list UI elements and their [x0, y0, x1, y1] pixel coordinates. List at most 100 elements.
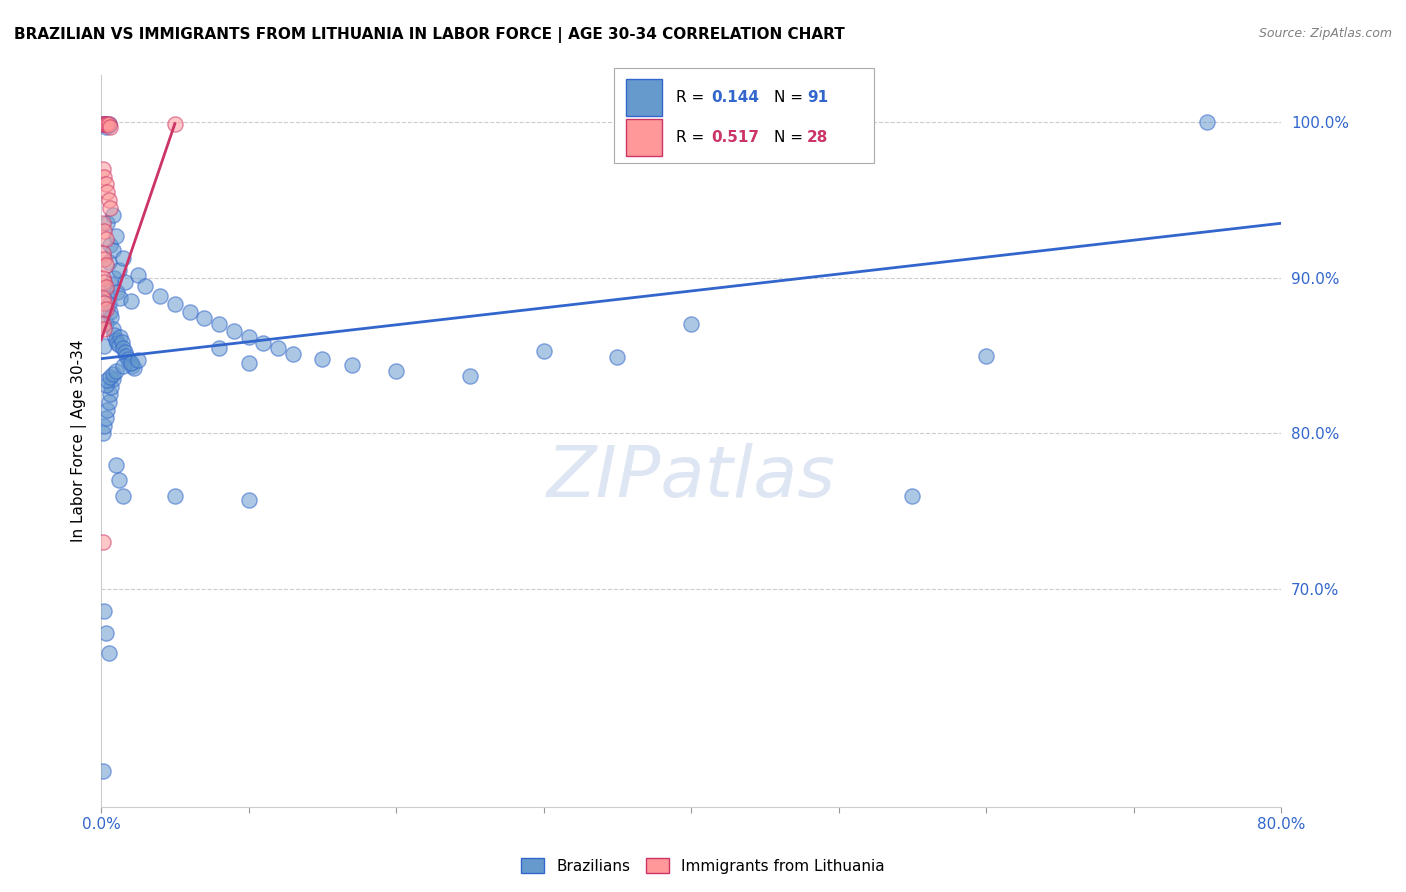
Brazilians: [93, 117, 115, 131]
Brazilians: [91, 117, 114, 131]
Brazilians: [104, 458, 127, 472]
Brazilians: [94, 316, 117, 330]
Brazilians: [97, 118, 120, 132]
Immigrants from Lithuania: [91, 291, 114, 305]
Brazilians: [97, 646, 120, 660]
Brazilians: [238, 330, 260, 344]
Immigrants from Lithuania: [91, 216, 114, 230]
Text: BRAZILIAN VS IMMIGRANTS FROM LITHUANIA IN LABOR FORCE | AGE 30-34 CORRELATION CH: BRAZILIAN VS IMMIGRANTS FROM LITHUANIA I…: [14, 27, 845, 43]
Text: ZIPatlas: ZIPatlas: [547, 443, 835, 512]
Brazilians: [238, 493, 260, 508]
Brazilians: [104, 228, 127, 243]
Text: 0.517: 0.517: [711, 130, 759, 145]
Brazilians: [681, 318, 703, 332]
Brazilians: [94, 378, 117, 392]
Brazilians: [112, 489, 135, 503]
Brazilians: [149, 289, 172, 303]
Brazilians: [98, 387, 121, 401]
Immigrants from Lithuania: [93, 252, 115, 266]
Immigrants from Lithuania: [97, 117, 120, 131]
Immigrants from Lithuania: [94, 301, 117, 316]
Immigrants from Lithuania: [94, 258, 117, 272]
Brazilians: [94, 410, 117, 425]
Brazilians: [606, 350, 628, 364]
Text: Source: ZipAtlas.com: Source: ZipAtlas.com: [1258, 27, 1392, 40]
Brazilians: [101, 243, 124, 257]
Brazilians: [222, 324, 245, 338]
Brazilians: [120, 356, 142, 370]
Immigrants from Lithuania: [98, 120, 121, 134]
Immigrants from Lithuania: [91, 245, 114, 260]
Brazilians: [252, 336, 274, 351]
Text: R =: R =: [676, 90, 709, 105]
Immigrants from Lithuania: [163, 117, 186, 131]
Brazilians: [101, 372, 124, 386]
Brazilians: [97, 297, 120, 311]
Brazilians: [101, 209, 124, 223]
Y-axis label: In Labor Force | Age 30-34: In Labor Force | Age 30-34: [72, 340, 87, 542]
Brazilians: [100, 310, 122, 324]
Text: R =: R =: [676, 130, 709, 145]
Brazilians: [208, 341, 231, 355]
Immigrants from Lithuania: [94, 178, 117, 192]
Brazilians: [208, 318, 231, 332]
Immigrants from Lithuania: [93, 322, 115, 336]
Brazilians: [120, 294, 142, 309]
Text: N =: N =: [773, 130, 807, 145]
Brazilians: [94, 625, 117, 640]
Text: 91: 91: [807, 90, 828, 105]
Immigrants from Lithuania: [91, 318, 114, 332]
Immigrants from Lithuania: [97, 193, 120, 207]
Brazilians: [93, 604, 115, 618]
Brazilians: [193, 311, 215, 326]
Immigrants from Lithuania: [93, 276, 115, 290]
Immigrants from Lithuania: [93, 224, 115, 238]
Brazilians: [96, 216, 118, 230]
Brazilians: [96, 118, 118, 132]
Brazilians: [112, 251, 135, 265]
Brazilians: [163, 489, 186, 503]
Text: 28: 28: [807, 130, 828, 145]
Brazilians: [104, 333, 127, 347]
Brazilians: [103, 328, 125, 343]
Immigrants from Lithuania: [96, 117, 118, 131]
Brazilians: [97, 255, 120, 269]
Immigrants from Lithuania: [93, 295, 115, 310]
Brazilians: [94, 117, 117, 131]
Brazilians: [533, 343, 555, 358]
Brazilians: [901, 489, 924, 503]
Immigrants from Lithuania: [93, 117, 115, 131]
Brazilians: [100, 277, 122, 291]
Immigrants from Lithuania: [96, 185, 118, 199]
Brazilians: [281, 347, 304, 361]
Brazilians: [101, 322, 124, 336]
Brazilians: [100, 380, 122, 394]
Immigrants from Lithuania: [91, 117, 114, 131]
Brazilians: [105, 336, 128, 351]
Brazilians: [98, 305, 121, 319]
Immigrants from Lithuania: [91, 270, 114, 285]
Brazilians: [311, 351, 333, 366]
Immigrants from Lithuania: [94, 117, 117, 131]
FancyBboxPatch shape: [626, 120, 662, 156]
Brazilians: [385, 364, 408, 378]
Immigrants from Lithuania: [98, 201, 121, 215]
Brazilians: [105, 285, 128, 299]
Brazilians: [114, 276, 136, 290]
Text: 0.144: 0.144: [711, 90, 759, 105]
Brazilians: [110, 291, 132, 305]
Brazilians: [108, 473, 131, 487]
Brazilians: [974, 349, 997, 363]
Brazilians: [238, 356, 260, 370]
Brazilians: [458, 368, 481, 383]
Brazilians: [163, 297, 186, 311]
Brazilians: [110, 330, 132, 344]
Brazilians: [117, 351, 139, 366]
Brazilians: [112, 359, 135, 374]
Brazilians: [97, 117, 120, 131]
Brazilians: [91, 764, 114, 779]
FancyBboxPatch shape: [614, 68, 875, 163]
Legend: , : ,: [665, 69, 718, 127]
Brazilians: [98, 238, 121, 252]
Brazilians: [101, 368, 124, 382]
